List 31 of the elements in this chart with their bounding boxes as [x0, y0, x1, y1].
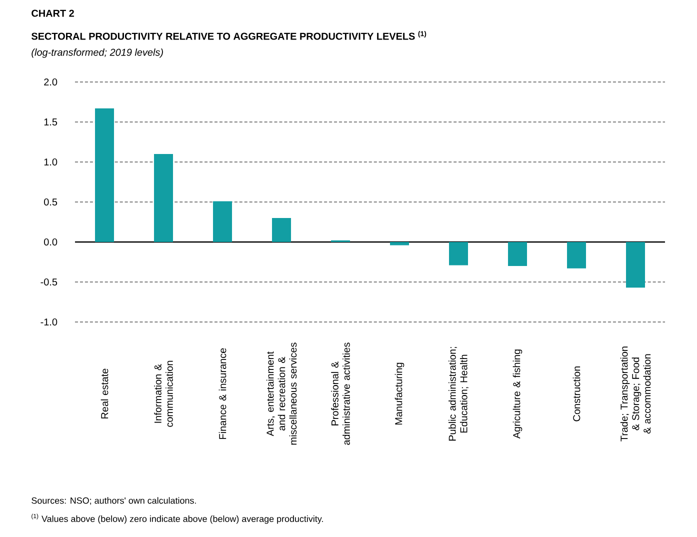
x-tick-label: Finance & insurance: [218, 348, 226, 439]
chart-subtitle: SECTORAL PRODUCTIVITY RELATIVE TO AGGREGATE PRODUCTIVITY LEVELS $^{(1)}$: [31, 31, 426, 40]
y-tick-label: -1.0: [40, 318, 58, 326]
x-tick-label: Professional & administrative activities: [331, 342, 350, 445]
x-tick-label: Real estate: [100, 368, 108, 418]
x-tick-label: Trade; Transportation & Storage; Food & accommodation: [620, 346, 651, 442]
x-tick-label: Construction: [572, 366, 580, 422]
source-note: Sources: NSO; authors' own calculations.: [32, 497, 196, 505]
x-tick-label: Public administration; Education; Health: [448, 347, 468, 441]
x-tick-label: Manufacturing: [394, 362, 404, 425]
y-tick-label: -0.5: [40, 278, 58, 286]
bar: [272, 218, 292, 242]
bar: [154, 154, 174, 242]
y-tick-label: 0.5: [44, 198, 58, 206]
y-tick-label: 2.0: [44, 78, 58, 86]
bar: [95, 108, 114, 242]
x-tick-label: Arts, entertainment and recreation & miscellaneous services: [266, 342, 297, 445]
bar: [567, 242, 586, 268]
y-tick-label: 1.5: [44, 118, 58, 126]
bar: [626, 242, 646, 288]
chart-title: CHART 2: [32, 10, 74, 17]
bar: [508, 242, 528, 266]
bar: [390, 242, 410, 246]
x-tick-label: Agriculture & fishing: [512, 350, 522, 439]
x-tick-label: Information & communication: [154, 360, 173, 427]
bar: [213, 201, 232, 242]
text: $^{(1)}$ Values above (below) zero indicate above (below) average productivity.: [32, 514, 323, 524]
bar: [449, 242, 468, 266]
y-tick-label: 0.0: [44, 238, 58, 246]
y-tick-label: 1.0: [44, 158, 58, 166]
y-axis-title: (log-transformed; 2019 levels): [32, 48, 163, 58]
